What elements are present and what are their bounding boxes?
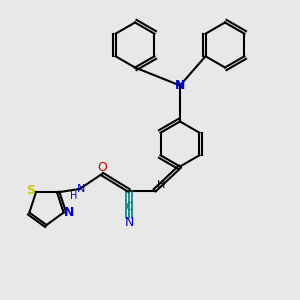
Text: C: C	[126, 202, 134, 212]
Text: H: H	[157, 180, 165, 190]
Text: H: H	[70, 190, 78, 201]
Text: O: O	[97, 161, 107, 174]
Text: N: N	[124, 216, 134, 230]
Text: N: N	[64, 206, 74, 219]
Text: N: N	[77, 184, 85, 194]
Text: S: S	[26, 184, 35, 197]
Text: N: N	[175, 79, 185, 92]
